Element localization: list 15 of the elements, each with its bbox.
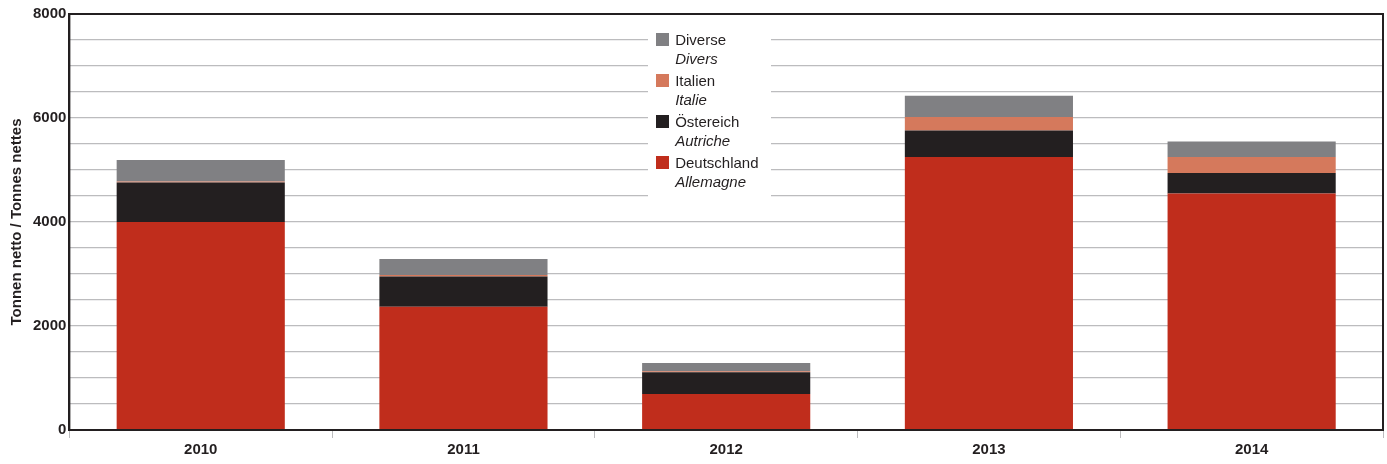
legend-label: Deutschland Allemagne	[675, 153, 759, 191]
x-tick-label: 2012	[709, 440, 743, 458]
y-tick-label: 4000	[32, 212, 67, 230]
x-tick-label: 2011	[447, 440, 480, 458]
x-tick-label: 2014	[1234, 440, 1269, 458]
y-tick-label: 0	[58, 420, 67, 438]
y-axis-title: Tonnen netto / Tonnes nettes	[7, 118, 25, 326]
legend-label: Italien Italie	[675, 71, 716, 109]
legend-label: Diverse Divers	[675, 30, 727, 68]
x-tick-label: 2010	[184, 440, 218, 458]
y-tick-label: 8000	[32, 4, 67, 22]
y-tick-label: 6000	[32, 108, 67, 126]
legend-label: Östereich Autriche	[675, 112, 740, 150]
x-tick-label: 2013	[972, 440, 1006, 458]
y-tick-label: 2000	[32, 316, 67, 334]
